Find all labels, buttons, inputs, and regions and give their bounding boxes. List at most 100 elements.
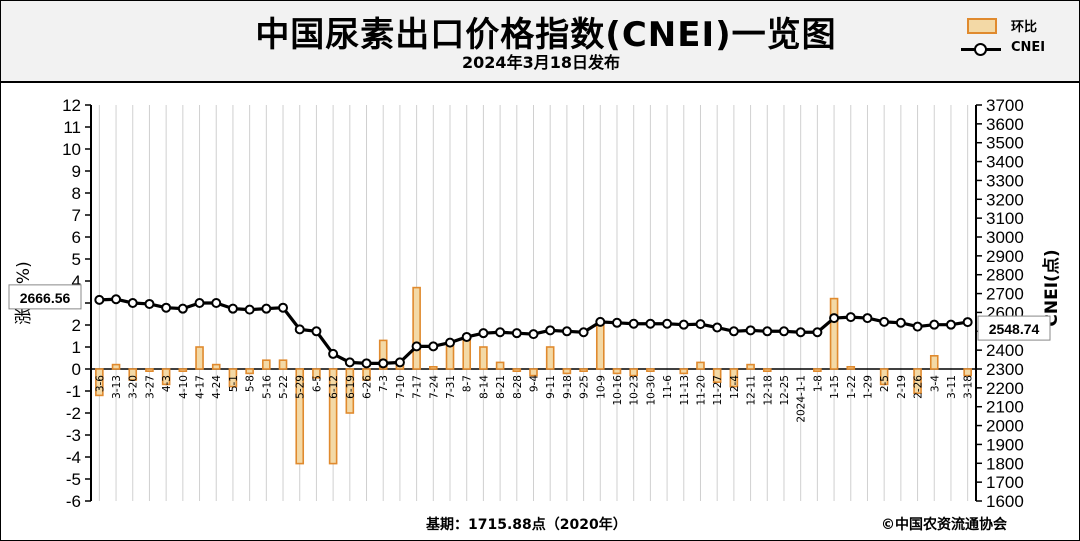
cnei-point [695,319,706,330]
cnei-point [628,318,639,329]
x-tick-label: 8-14 [478,375,490,399]
y-left-tick-label: 11 [63,118,81,137]
x-tick-label: 1-15 [829,375,841,399]
y-right-tick-label: 1600 [986,492,1024,511]
cnei-point [394,357,405,368]
cnei-point [778,326,789,337]
bar [345,368,355,414]
x-tick-label: 9-4 [529,375,541,392]
cnei-point [561,326,572,337]
bar [462,337,472,370]
cnei-point [795,327,806,338]
x-tick-label: 2-5 [879,375,891,392]
x-tick-label: 4-24 [211,375,223,399]
x-tick-label: 10-30 [645,375,657,406]
bar [612,368,622,375]
bar [362,368,371,381]
legend-bar-label: 环比 [1011,20,1038,35]
y-right-tick-label: 1900 [986,435,1024,454]
cnei-point [411,341,422,352]
cnei-point [578,327,589,338]
x-tick-label: 5-16 [261,375,273,399]
bar [879,368,889,386]
y-right-tick-label: 2000 [986,417,1024,436]
last-value-box [977,315,1051,341]
cnei-point [261,303,272,314]
cnei-point [328,348,339,359]
x-tick-label: 10-16 [612,375,624,406]
x-tick-label: 4-10 [178,375,190,399]
cnei-point [278,302,289,313]
cnei-point [294,324,305,335]
x-tick-label: 7-24 [428,375,440,399]
x-tick-label: 3-11 [946,375,958,399]
legend-line-label: CNEI [1011,40,1046,55]
x-tick-label: 1-22 [846,375,858,399]
y-right-tick-label: 2700 [986,285,1024,304]
cnei-point [812,327,823,338]
cnei-point [311,326,322,337]
chart-header: 中国尿素出口价格指数(CNEI)一览图 2024年3月18日发布 环比 CNEI [1,1,1079,83]
y-left-tick-label: -2 [66,404,81,423]
cnei-point [194,298,205,308]
x-tick-label: 6-5 [311,375,323,392]
x-tick-label: 3-18 [963,375,975,399]
x-tick-label: 6-26 [362,375,374,399]
y-right-tick-label: 3200 [986,190,1024,209]
cnei-point [144,298,155,309]
cnei-point [211,298,222,308]
bar [729,368,739,388]
bar [595,324,605,370]
copyright-note: ©中国农资流通协会 [881,517,1007,533]
y-left-tick-label: 1 [72,338,81,357]
bar [696,361,705,370]
cnei-point [945,319,956,330]
legend-line-marker [974,43,987,56]
bar [813,368,822,372]
cnei-point [845,312,856,323]
x-tick-label: 8-7 [462,375,474,392]
y-left-tick-label: 8 [72,184,81,203]
cnei-point [912,321,923,332]
cnei-point [428,341,439,352]
bar [95,368,104,397]
cnei-point [378,358,389,369]
bar [312,368,321,379]
last-value-label: 2548.74 [989,321,1040,337]
cnei-point [728,326,739,337]
bar [679,368,689,375]
y-left-tick-label: -3 [66,426,81,445]
bar [412,286,421,370]
cnei-point [127,298,138,308]
y-left-tick-label: 4 [72,272,81,291]
bar [328,368,338,465]
x-tick-label: 12-18 [762,375,774,406]
x-tick-label: 2024-1-1 [796,375,808,423]
bar [829,297,839,370]
x-tick-label: 7-10 [395,375,407,399]
bar [512,368,522,372]
y-left-tick-label: 9 [72,162,81,181]
y-right-tick-label: 3400 [986,153,1024,172]
bar [378,339,388,370]
y-right-tick-label: 2400 [986,341,1024,360]
y-right-tick-label: 2300 [986,360,1024,379]
base-period-note: 基期：1715.88点（2020年） [426,517,627,533]
cnei-point [511,328,522,339]
x-tick-label: 6-12 [328,375,340,399]
cnei-point [678,319,689,330]
y-right-title: CNEI(点) [1041,249,1062,326]
y-right-tick-label: 3300 [986,171,1024,190]
cnei-point [445,337,456,348]
cnei-point [862,313,873,324]
bar [128,368,138,381]
cnei-point [929,319,940,330]
x-tick-label: 10-23 [629,375,641,406]
bar [529,368,538,377]
x-tick-label: 1-29 [862,375,874,399]
x-tick-label: 7-31 [445,375,457,399]
cnei-point [111,294,122,305]
x-tick-label: 3-20 [128,375,140,399]
bar [111,363,121,370]
